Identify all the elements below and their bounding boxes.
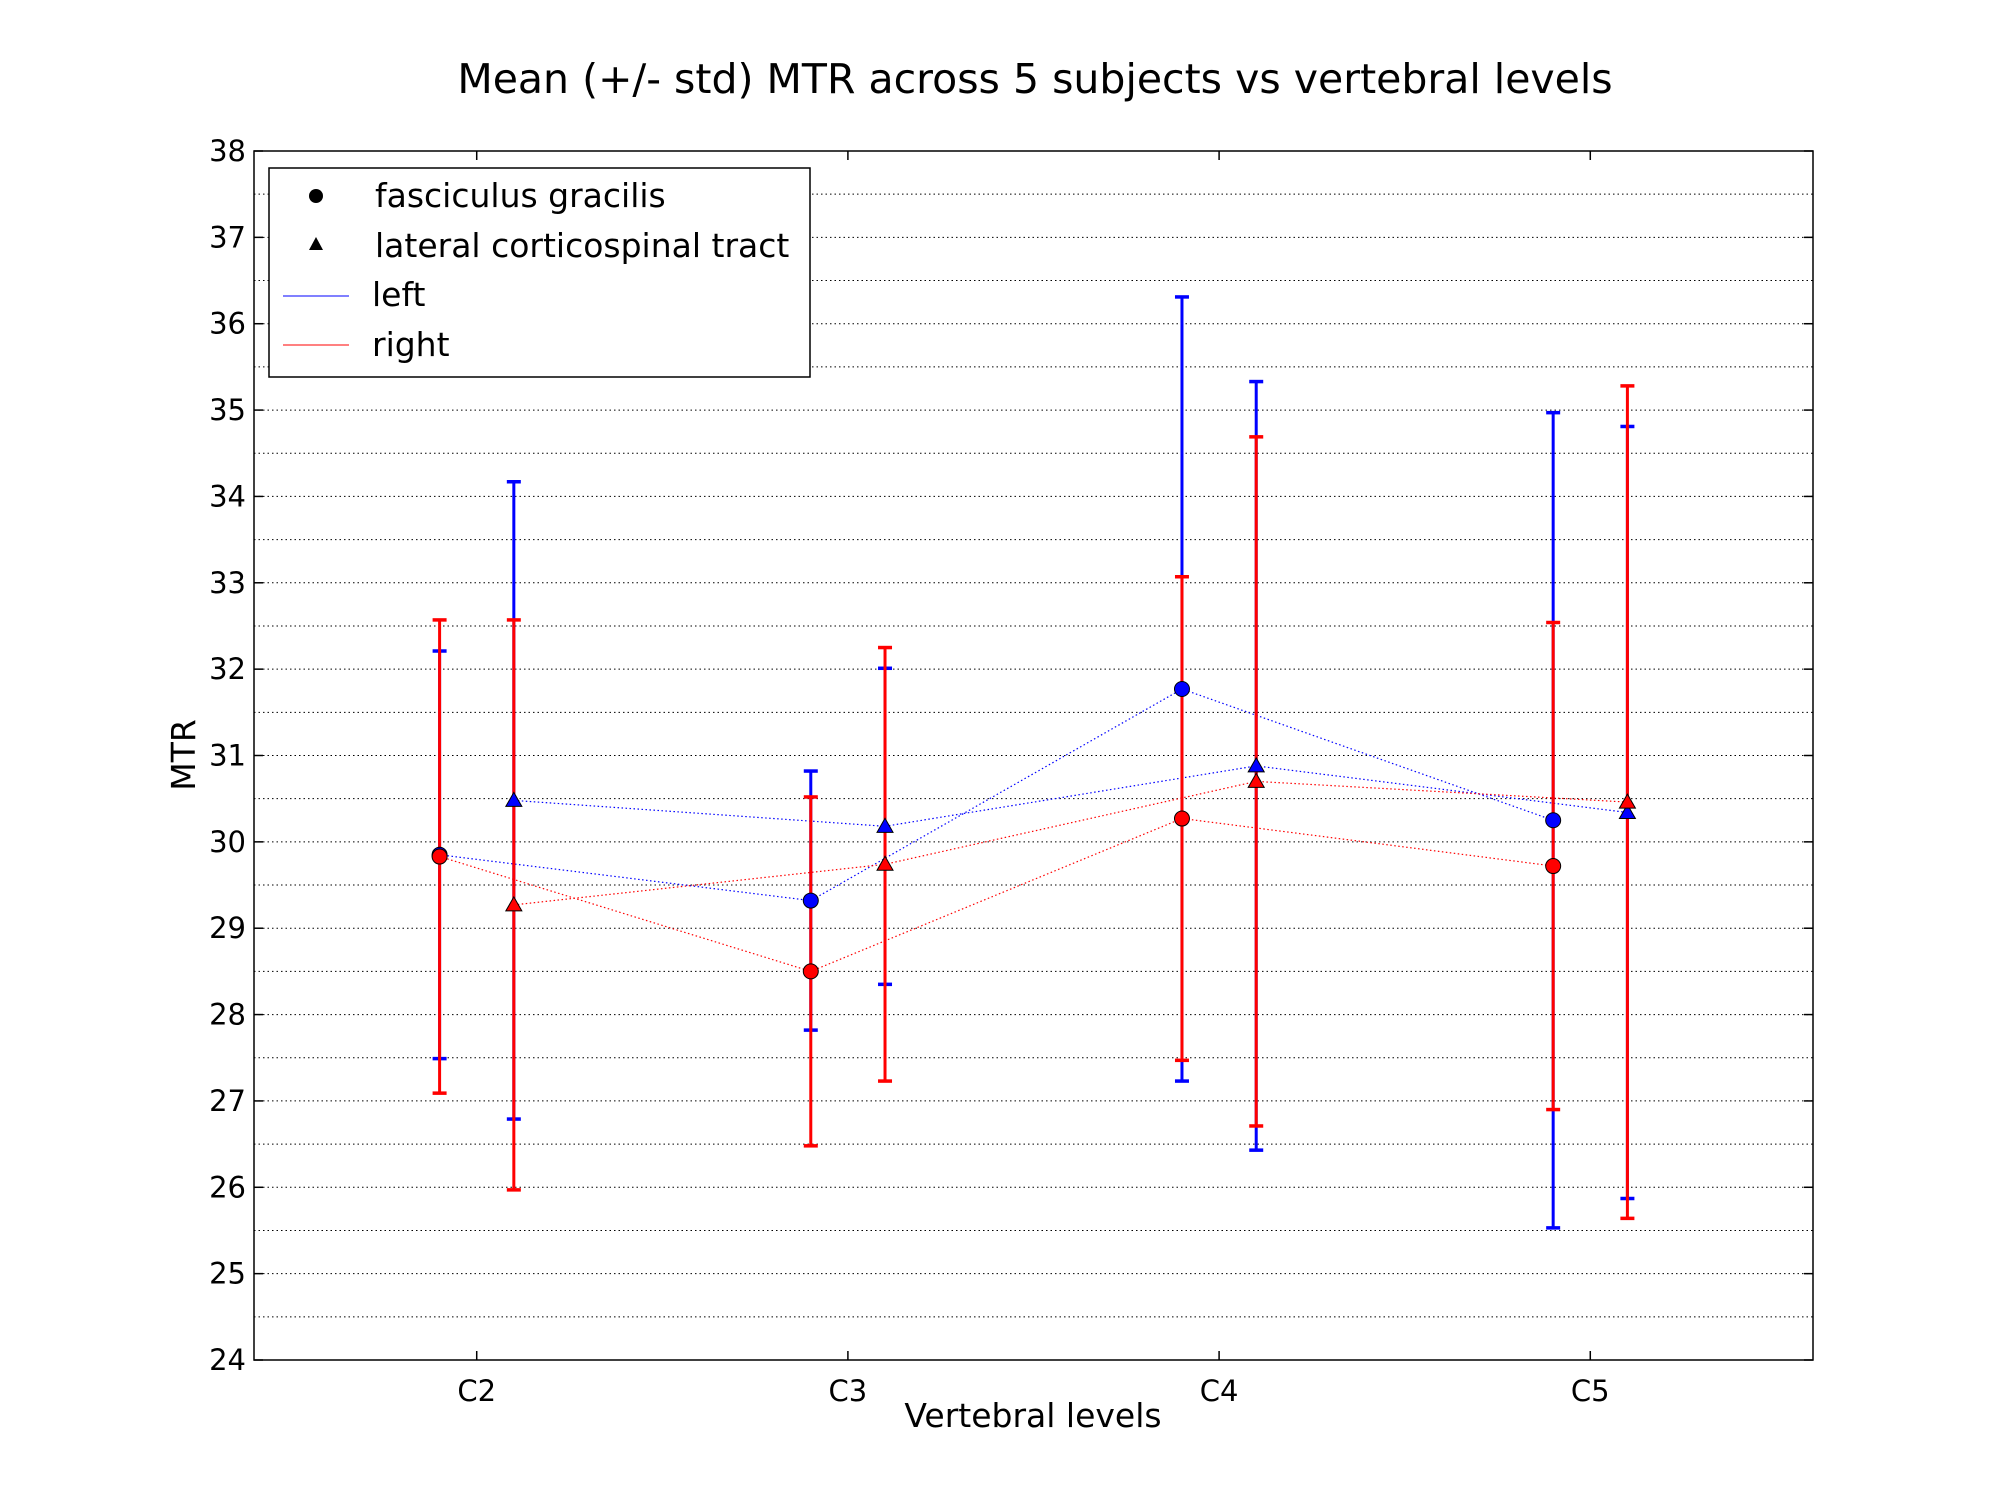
y-tick-label: 27 — [209, 1084, 246, 1118]
axis-ticks: 24 25 26 27 28 29 30 31 32 33 34 35 36 37 38 C2 C3 C4 C5 — [209, 134, 1813, 1408]
chart-title: Mean (+/- std) MTR across 5 subjects vs … — [457, 55, 1612, 103]
legend-box — [268, 167, 811, 378]
data-point-triangle — [1247, 756, 1266, 773]
legend: fasciculus gracilis lateral corticospina… — [268, 167, 811, 378]
y-tick-label: 33 — [209, 566, 246, 600]
legend-label-fasciculus-gracilis: fasciculus gracilis — [375, 176, 666, 215]
x-tick-label: C3 — [829, 1374, 868, 1408]
y-axis-label: MTR — [164, 719, 203, 791]
x-axis-label: Vertebral levels — [904, 1396, 1161, 1435]
x-tick-label: C2 — [457, 1374, 496, 1408]
series-line-left — [513, 765, 1628, 827]
data-point-triangle — [1247, 772, 1266, 788]
y-tick-label: 34 — [209, 479, 246, 513]
legend-circle-icon — [309, 189, 323, 203]
data-point-circle — [1173, 681, 1190, 698]
y-tick-label: 26 — [209, 1170, 246, 1204]
data-point-triangle — [876, 855, 894, 871]
data-point-triangle — [504, 895, 523, 912]
y-tick-label: 35 — [209, 393, 246, 427]
data-point-triangle — [504, 791, 523, 807]
y-tick-label: 37 — [209, 220, 246, 254]
series-line-right — [439, 817, 1554, 973]
data-markers — [431, 681, 1637, 980]
data-point-circle — [431, 848, 448, 865]
data-point-circle — [1545, 858, 1562, 875]
legend-label-left: left — [372, 275, 426, 314]
y-tick-label: 24 — [209, 1343, 246, 1377]
legend-label-lateral-corticospinal-tract: lateral corticospinal tract — [375, 226, 789, 265]
x-tick-label: C4 — [1200, 1374, 1239, 1408]
data-point-circle — [1545, 812, 1562, 829]
y-tick-label: 25 — [209, 1257, 246, 1291]
y-tick-label: 30 — [209, 825, 246, 859]
data-point-triangle — [876, 817, 894, 833]
y-tick-label: 32 — [209, 652, 246, 686]
series-lines — [439, 688, 1628, 973]
grid — [254, 193, 1813, 1318]
y-tick-label: 38 — [209, 134, 246, 168]
data-point-circle — [802, 963, 819, 980]
y-tick-label: 31 — [209, 739, 246, 773]
legend-triangle-icon — [309, 237, 323, 250]
legend-label-right: right — [372, 325, 450, 364]
y-tick-label: 36 — [209, 307, 246, 341]
y-tick-label: 29 — [209, 911, 246, 945]
data-point-circle — [802, 892, 819, 909]
data-point-circle — [1173, 810, 1190, 827]
data-point-triangle — [1618, 793, 1637, 809]
y-tick-label: 28 — [209, 998, 246, 1032]
x-tick-label: C5 — [1571, 1374, 1610, 1408]
data-point-triangle — [1618, 803, 1637, 819]
